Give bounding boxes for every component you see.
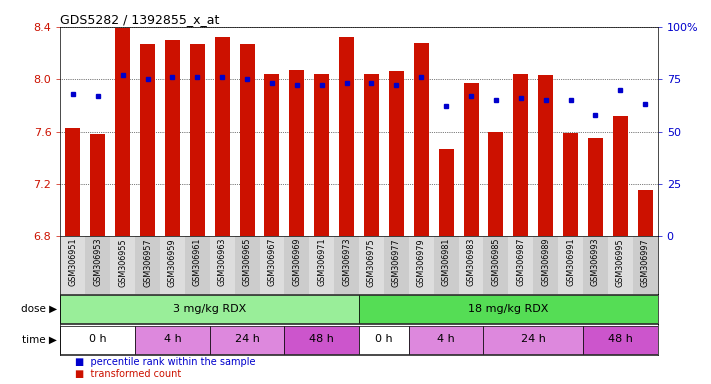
Bar [464,83,479,236]
Bar [260,236,284,294]
Bar [339,37,354,236]
Bar [210,236,235,294]
Text: 24 h: 24 h [235,334,260,344]
Bar [533,236,558,294]
Text: 4 h: 4 h [437,334,455,344]
Bar [409,326,483,354]
Bar [538,75,553,236]
Bar [215,37,230,236]
Bar [309,236,334,294]
Text: 24 h: 24 h [521,334,545,344]
Text: GSM306971: GSM306971 [317,238,326,286]
Text: GSM306975: GSM306975 [367,238,376,286]
Text: GSM306981: GSM306981 [442,238,451,286]
Bar [588,138,603,236]
Text: ■  percentile rank within the sample: ■ percentile rank within the sample [75,357,255,367]
Bar [289,70,304,236]
Bar [633,236,658,294]
Text: GSM306959: GSM306959 [168,238,177,286]
Bar [334,236,359,294]
Text: 48 h: 48 h [309,334,334,344]
Bar [314,74,329,236]
Bar [359,295,658,323]
Text: GSM306991: GSM306991 [566,238,575,286]
Bar [185,236,210,294]
Text: GSM306987: GSM306987 [516,238,525,286]
Text: GSM306953: GSM306953 [93,238,102,286]
Bar [115,28,130,236]
Bar [483,236,508,294]
Bar [90,134,105,236]
Text: GSM306965: GSM306965 [242,238,252,286]
Bar [414,43,429,236]
Text: GSM306995: GSM306995 [616,238,625,286]
Text: time ▶: time ▶ [22,335,57,345]
Bar [389,71,404,236]
Bar [190,44,205,236]
Text: GSM306973: GSM306973 [342,238,351,286]
Bar [264,74,279,236]
Bar [60,295,359,323]
Bar [513,74,528,236]
Bar [65,127,80,236]
Bar [608,236,633,294]
Bar [160,236,185,294]
Bar [359,326,409,354]
Bar [110,236,135,294]
Text: ■  transformed count: ■ transformed count [75,369,181,379]
Text: 0 h: 0 h [89,334,107,344]
Bar [284,236,309,294]
Bar [235,236,260,294]
Bar [483,326,583,354]
Bar [409,236,434,294]
Text: GSM306957: GSM306957 [143,238,152,286]
Bar [488,131,503,236]
Text: GSM306979: GSM306979 [417,238,426,286]
Text: GSM306983: GSM306983 [466,238,476,286]
Text: 3 mg/kg RDX: 3 mg/kg RDX [173,303,247,313]
Text: GSM306985: GSM306985 [491,238,501,286]
Text: 18 mg/kg RDX: 18 mg/kg RDX [468,303,549,313]
Bar [60,236,85,294]
Text: GSM306951: GSM306951 [68,238,77,286]
Bar [459,236,483,294]
Bar [583,326,658,354]
Bar [60,326,135,354]
Text: GSM306977: GSM306977 [392,238,401,286]
Bar [434,236,459,294]
Text: GSM306967: GSM306967 [267,238,277,286]
Bar [508,236,533,294]
Text: GSM306955: GSM306955 [118,238,127,286]
Text: GSM306993: GSM306993 [591,238,600,286]
Text: GSM306963: GSM306963 [218,238,227,286]
Bar [638,190,653,236]
Text: 0 h: 0 h [375,334,392,344]
Bar [359,236,384,294]
Text: GSM306997: GSM306997 [641,238,650,286]
Text: GSM306989: GSM306989 [541,238,550,286]
Bar [135,326,210,354]
Text: GSM306961: GSM306961 [193,238,202,286]
Bar [384,236,409,294]
Text: 4 h: 4 h [164,334,181,344]
Bar [165,40,180,236]
Text: dose ▶: dose ▶ [21,304,57,314]
Text: 48 h: 48 h [608,334,633,344]
Bar [240,44,255,236]
Text: GDS5282 / 1392855_x_at: GDS5282 / 1392855_x_at [60,13,220,26]
Bar [613,116,628,236]
Bar [140,44,155,236]
Bar [284,326,359,354]
Bar [85,236,110,294]
Bar [583,236,608,294]
Text: GSM306969: GSM306969 [292,238,301,286]
Bar [135,236,160,294]
Bar [364,74,379,236]
Bar [210,326,284,354]
Bar [439,149,454,236]
Bar [558,236,583,294]
Bar [563,133,578,236]
